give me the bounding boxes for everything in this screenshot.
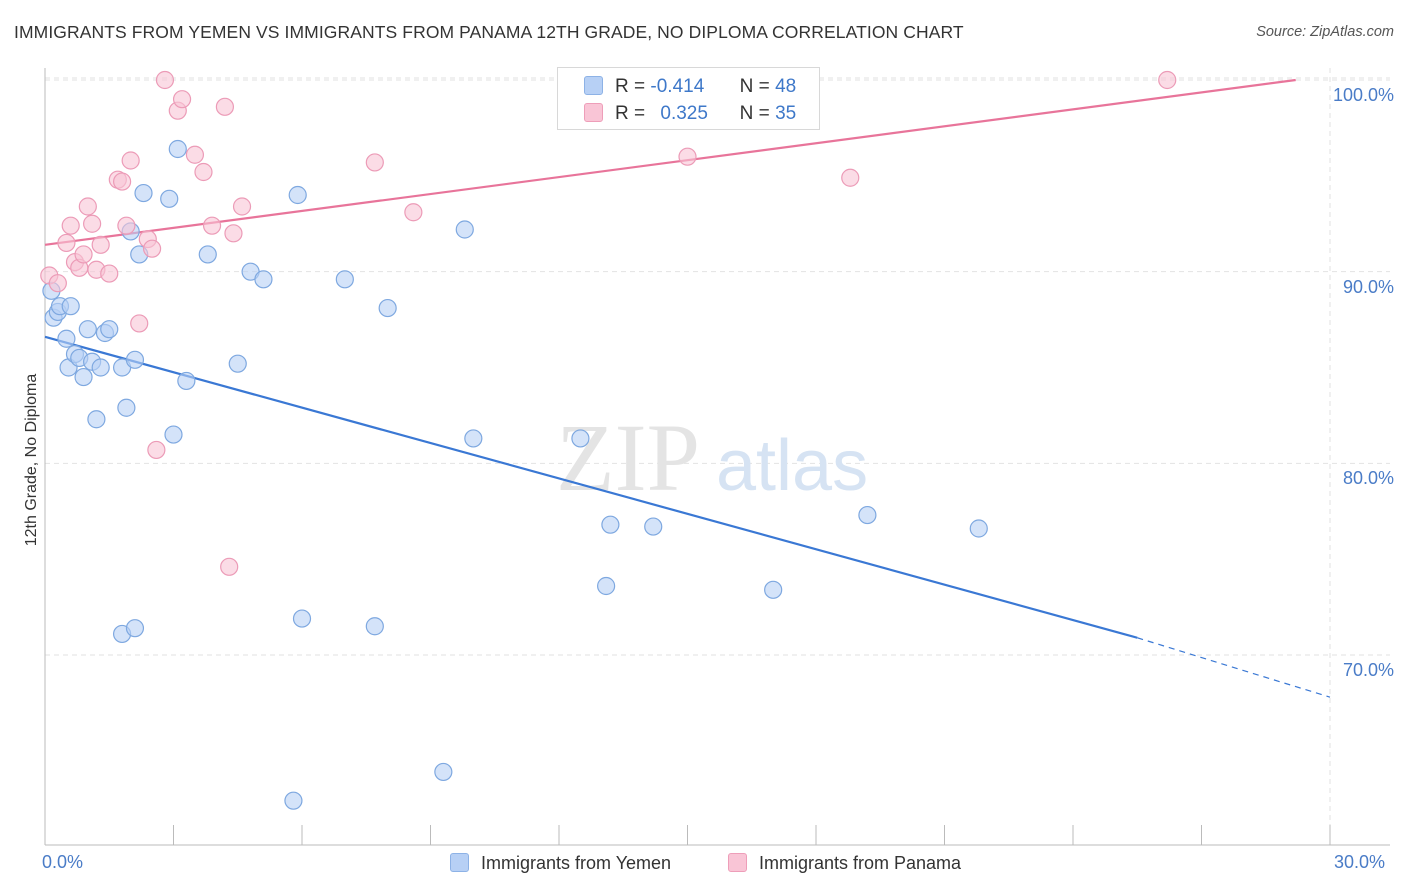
panama-point [78,197,97,216]
yemen-trend-line [44,335,1138,639]
yemen-point [284,791,303,810]
yemen-point [74,367,93,387]
panama-point [112,172,132,191]
panama-point [74,245,93,264]
legend-box: R = -0.414 N = 48 R = 0.325 N = 35 [557,67,820,130]
panama-point [365,153,384,172]
panama-point [232,197,252,216]
yemen-point [78,320,97,339]
yemen-point [858,505,877,525]
yemen-point [87,410,106,429]
watermark-atlas: atlas [716,426,868,506]
yemen-point [292,609,312,628]
yemen-point [61,297,80,316]
panama-point [61,216,80,235]
y-tick-label-80: 80.0% [1342,468,1394,489]
yemen-point [764,580,783,599]
yemen-point [100,320,119,339]
yemen-point [365,617,384,636]
yemen-point [91,358,110,377]
chart-title: IMMIGRANTS FROM YEMEN VS IMMIGRANTS FROM… [14,22,964,42]
bottom-legend-panama[interactable]: Immigrants from Panama [728,853,961,874]
legend-r-label: R = [615,76,646,97]
yemen-point [969,519,988,538]
watermark: ZIP atlas [556,404,868,511]
yemen-point [434,762,453,782]
axes [44,68,1390,846]
panama-point [1158,70,1177,90]
panama-point [678,147,697,166]
panama-point [100,264,119,283]
bottom-legend-swatch-pink [728,853,747,872]
panama-point [215,97,234,116]
yemen-point [335,270,354,289]
yemen-point [164,425,183,444]
panama-point [220,557,239,576]
legend-r-value: 0.325 [660,103,708,124]
legend-row-yemen: R = -0.414 N = 48 [584,76,796,98]
panama-point [404,203,423,222]
legend-n-label: N = [739,103,770,124]
yemen-point [198,245,217,264]
watermark-zip: ZIP [556,404,700,511]
y-tick-label-90: 90.0% [1342,276,1394,297]
legend-n-value: 35 [775,103,797,124]
legend-r-label: R = [615,103,646,124]
panama-point [202,216,222,235]
legend-swatch-blue [584,76,603,95]
yemen-point [288,185,307,205]
panama-trend-line [44,78,1296,246]
yemen-point [125,350,145,369]
trend-lines [44,78,1331,698]
bottom-legend-label: Immigrants from Yemen [481,853,672,873]
y-tick-label-100: 100.0% [1332,85,1394,105]
yemen-point [160,189,179,208]
bottom-legend-yemen[interactable]: Immigrants from Yemen [450,853,671,874]
panama-point [130,314,149,333]
yemen-point [228,354,247,373]
yemen-point [134,183,153,203]
yemen-point [177,371,196,391]
yemen-point [464,429,483,448]
panama-point [841,168,860,187]
yemen-point [601,515,620,534]
data-points [40,70,1177,810]
x-tick-label-min: 0.0% [42,852,84,872]
yemen-trend-extension [1137,637,1331,698]
legend-swatch-pink [584,103,603,122]
source-label: Source: ZipAtlas.com [1256,24,1394,40]
yemen-point [117,398,136,417]
panama-point [117,216,136,235]
panama-point [172,90,192,109]
bottom-legend-swatch-blue [450,853,469,872]
legend-n-value: 48 [775,76,797,97]
panama-point [142,239,162,258]
yemen-point [571,429,590,448]
panama-point [121,151,140,170]
panama-point [194,162,213,182]
yemen-point [168,139,187,159]
panama-point [91,235,110,254]
panama-point [185,145,205,164]
x-tick-label-max: 30.0% [1334,852,1386,872]
panama-point [57,233,76,253]
legend-r-value: -0.414 [650,76,705,97]
yemen-point [254,270,273,289]
yemen-point [597,576,616,596]
yemen-point [644,517,663,536]
panama-point [83,214,102,233]
panama-point [48,274,67,293]
yemen-point [125,619,145,638]
y-tick-label-70: 70.0% [1342,660,1394,680]
panama-point [147,440,166,460]
panama-point [224,224,243,243]
yemen-point [57,329,76,348]
panama-point [155,70,175,90]
yemen-point [455,220,474,239]
legend-row-panama: R = 0.325 N = 35 [584,103,796,125]
yemen-point [378,298,397,318]
legend-n-label: N = [739,76,770,97]
bottom-legend-label: Immigrants from Panama [759,853,962,873]
